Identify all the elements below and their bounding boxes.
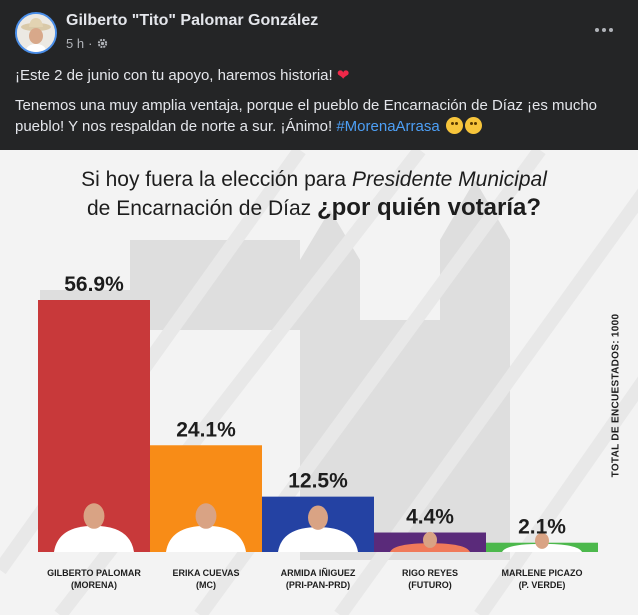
party-label-erika-cuevas: (MC) [196, 580, 216, 590]
bar-chart: 56.9% GILBERTO PALOMAR (MORENA) 24.1% ERIKA … [38, 273, 598, 590]
avatar-cowboy-hat-icon [17, 14, 55, 52]
gear-icon[interactable] [96, 37, 109, 50]
category-label-gilberto-palomar: GILBERTO PALOMAR [47, 568, 141, 578]
post-header: Gilberto "Tito" Palomar González 5 h · [0, 0, 638, 62]
post-text: ¡Este 2 de junio con tu apoyo, haremos h… [15, 65, 625, 146]
meta-separator: · [88, 36, 93, 51]
category-label-erika-cuevas: ERIKA CUEVAS [172, 568, 239, 578]
post-text-line1: ¡Este 2 de junio con tu apoyo, haremos h… [15, 67, 350, 84]
value-label-marlene-picazo: 2.1% [518, 516, 566, 539]
post-time[interactable]: 5 h [66, 36, 85, 51]
chart-title: Si hoy fuera la elección para Presidente… [81, 168, 547, 221]
value-label-erika-cuevas: 24.1% [176, 418, 236, 441]
category-label-rigo-reyes: RIGO REYES [402, 568, 458, 578]
value-label-armida-iniguez: 12.5% [288, 470, 348, 493]
portrait-gilberto-palomar [54, 503, 134, 552]
winking-emoji-icon [464, 117, 482, 134]
value-label-rigo-reyes: 4.4% [406, 506, 454, 529]
grinning-emoji-icon [445, 117, 463, 134]
portrait-marlene-picazo [502, 532, 582, 552]
party-label-gilberto-palomar: (MORENA) [71, 580, 117, 590]
party-label-rigo-reyes: (FUTURO) [408, 580, 452, 590]
post-meta: 5 h · [66, 36, 109, 51]
post-text-line2: Tenemos una muy amplia ventaja, porque e… [15, 97, 598, 135]
portrait-erika-cuevas [166, 503, 246, 552]
party-label-armida-iniguez: (PRI-PAN-PRD) [286, 580, 350, 590]
category-label-armida-iniguez: ARMIDA IÑIGUEZ [281, 568, 356, 578]
portrait-rigo-reyes [390, 531, 470, 552]
poll-image[interactable]: Si hoy fuera la elección para Presidente… [0, 150, 638, 615]
heart-icon: ❤ [336, 67, 350, 84]
hashtag-link[interactable]: #MorenaArrasa [336, 118, 440, 135]
author-name[interactable]: Gilberto "Tito" Palomar González [66, 12, 319, 29]
value-label-gilberto-palomar: 56.9% [64, 273, 124, 296]
category-label-marlene-picazo: MARLENE PICAZO [502, 568, 583, 578]
more-options-icon[interactable] [592, 18, 616, 42]
portrait-armida-iniguez [278, 505, 358, 552]
author-avatar[interactable] [15, 12, 57, 54]
party-label-marlene-picazo: (P. VERDE) [519, 580, 566, 590]
